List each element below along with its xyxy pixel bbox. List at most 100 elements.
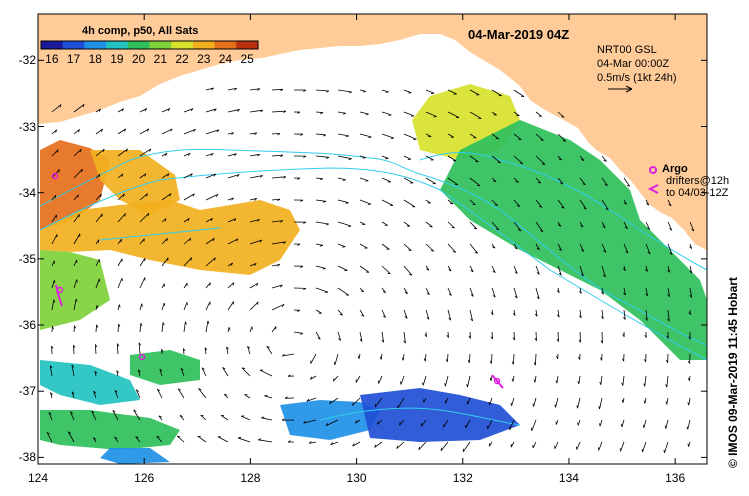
current-arrowhead (70, 411, 73, 414)
current-arrow (577, 397, 581, 409)
current-arrowhead (232, 282, 235, 286)
current-arrow (667, 265, 671, 273)
x-tick-label: 128 (240, 471, 261, 485)
current-arrow (117, 193, 125, 201)
current-arrowhead (667, 318, 670, 322)
current-arrowhead (215, 194, 219, 197)
current-arrow (204, 347, 207, 355)
current-arrowhead (448, 317, 452, 321)
current-arrowhead (409, 273, 413, 276)
colorbar-swatch (84, 41, 107, 49)
current-arrow (532, 441, 537, 449)
current-arrow (227, 87, 237, 91)
current-arrowhead (58, 169, 60, 173)
current-arrowhead (515, 181, 519, 183)
current-arrowhead (280, 220, 284, 223)
current-arrow (271, 264, 280, 267)
current-arrowhead (51, 326, 54, 330)
current-arrow (205, 257, 216, 267)
current-arrow (139, 303, 143, 311)
current-arrow (396, 441, 405, 449)
current-arrow (73, 194, 79, 201)
current-arrow (491, 331, 493, 340)
current-arrow (226, 346, 229, 355)
current-arrowhead (430, 250, 434, 252)
current-arrow (201, 367, 207, 377)
current-arrow (447, 331, 449, 338)
current-arrow (535, 177, 542, 184)
current-arrow (374, 397, 383, 408)
current-arrowhead (177, 435, 181, 438)
current-arrow (48, 412, 53, 421)
current-arrowhead (164, 218, 167, 222)
current-arrow (491, 199, 498, 206)
current-arrow (271, 88, 283, 91)
current-arrowhead (600, 357, 603, 361)
current-arrow (359, 243, 368, 249)
current-arrowhead (691, 228, 695, 232)
current-arrowhead (53, 299, 56, 303)
current-arrowhead (180, 368, 184, 371)
current-arrow (51, 234, 58, 245)
current-arrowhead (387, 272, 391, 275)
current-arrow (469, 309, 473, 322)
current-arrow (183, 128, 196, 135)
current-arrowhead (279, 284, 283, 288)
current-arrowhead (257, 219, 260, 222)
current-arrow (381, 111, 392, 116)
current-arrowhead (211, 87, 214, 91)
current-arrow (241, 367, 251, 377)
current-arrowhead (345, 202, 349, 204)
current-arrowhead (556, 290, 560, 293)
current-arrowhead (423, 358, 426, 362)
current-arrowhead (55, 129, 57, 133)
current-arrowhead (277, 264, 281, 267)
current-arrow (445, 397, 449, 404)
current-arrowhead (48, 412, 52, 415)
current-arrowhead (71, 364, 75, 368)
current-arrow (667, 287, 670, 297)
current-arrow (51, 214, 57, 223)
current-arrowhead (91, 410, 95, 414)
current-arrowhead (96, 305, 99, 309)
current-arrowhead (112, 410, 116, 413)
drifter-track (491, 374, 504, 389)
sst-patch (40, 410, 180, 450)
current-arrowhead (216, 129, 220, 133)
current-arrow (117, 148, 128, 157)
current-arrow (447, 89, 457, 95)
current-arrowhead (260, 175, 263, 178)
current-arrowhead (401, 357, 404, 361)
current-arrowhead (257, 153, 261, 157)
current-arrowhead (539, 205, 543, 208)
current-arrow (310, 375, 317, 380)
current-arrowhead (192, 193, 195, 197)
current-arrowhead (665, 359, 669, 363)
current-arrowhead (260, 109, 264, 113)
current-arrow (579, 309, 582, 319)
current-arrowhead (446, 334, 449, 338)
current-arrow (469, 243, 478, 254)
current-arrowhead (561, 116, 565, 118)
current-arrowhead (144, 173, 147, 177)
current-arrow (73, 345, 75, 355)
current-arrow (227, 282, 235, 289)
colorbar-swatches (41, 41, 259, 49)
current-arrowhead (121, 108, 124, 112)
current-arrow (205, 173, 216, 179)
current-arrow (601, 265, 606, 277)
colorbar-tick: 19 (110, 52, 124, 66)
current-arrow (533, 397, 537, 407)
current-arrow (139, 108, 147, 113)
current-arrowhead (53, 280, 56, 284)
current-arrow (359, 287, 365, 293)
current-arrow (271, 284, 283, 289)
current-arrowhead (189, 237, 192, 242)
current-arrowhead (190, 173, 193, 177)
current-arrow (205, 152, 214, 157)
current-arrowhead (141, 303, 143, 307)
current-arrowhead (582, 183, 586, 186)
current-arrowhead (303, 221, 307, 224)
current-arrow (600, 375, 603, 385)
current-arrow (51, 149, 59, 157)
